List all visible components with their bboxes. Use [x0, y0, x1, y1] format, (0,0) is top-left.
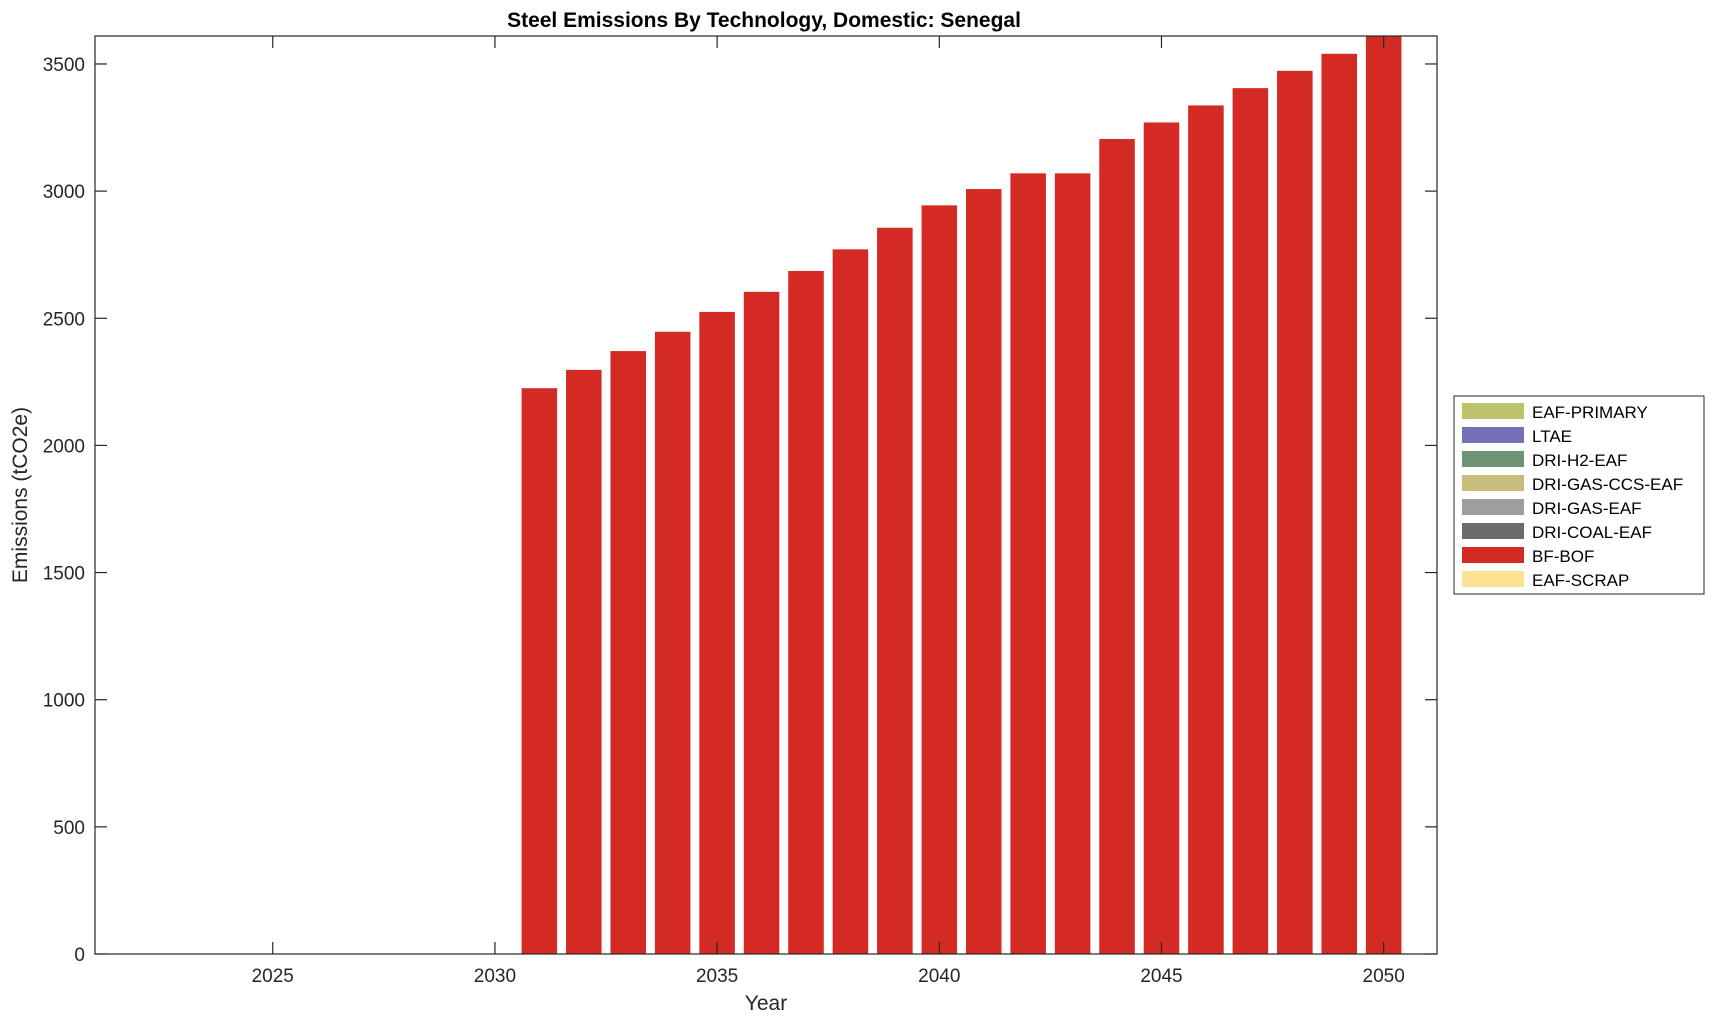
legend-swatch-dri-gas-ccs-eaf [1462, 475, 1524, 491]
legend-label-dri-gas-eaf: DRI-GAS-EAF [1532, 499, 1642, 518]
x-tick-label: 2025 [252, 966, 294, 987]
legend: EAF-PRIMARY LTAE DRI-H2-EAF DRI-GAS-CCS-EAF… [1453, 395, 1705, 595]
x-axis-label: Year [745, 992, 787, 1015]
legend-items: EAF-PRIMARY LTAE DRI-H2-EAF DRI-GAS-CCS-EAF… [1462, 403, 1683, 590]
x-tick-label: 2035 [696, 966, 738, 987]
bar-bf-bof-2036 [743, 291, 780, 954]
legend-label-bf-bof: BF-BOF [1532, 547, 1594, 566]
bar-bf-bof-2045 [1143, 122, 1180, 954]
legend-swatch-eaf-scrap [1462, 571, 1524, 587]
legend-swatch-dri-coal-eaf [1462, 523, 1524, 539]
y-tick-label: 1000 [43, 691, 85, 712]
y-axis-ticks: 0 500 1000 1500 2000 2500 3000 3500 [43, 55, 1437, 966]
bar-bf-bof-2048 [1277, 70, 1313, 955]
legend-swatch-ltae [1462, 427, 1524, 443]
bar-bf-bof-2038 [832, 249, 869, 955]
x-tick-label: 2030 [474, 966, 516, 987]
x-tick-label: 2040 [918, 966, 960, 987]
y-tick-label: 0 [74, 945, 85, 966]
bar-bf-bof-2034 [654, 331, 691, 954]
legend-swatch-eaf-primary [1462, 403, 1524, 419]
x-tick-label: 2050 [1363, 966, 1405, 987]
legend-swatch-dri-h2-eaf [1462, 451, 1524, 467]
y-tick-label: 3500 [43, 55, 85, 76]
legend-label-dri-coal-eaf: DRI-COAL-EAF [1532, 523, 1652, 542]
bar-bf-bof-2035 [699, 311, 735, 954]
bar-bf-bof-2031 [521, 388, 558, 954]
legend-label-eaf-scrap: EAF-SCRAP [1532, 571, 1629, 590]
bar-bf-bof-2042 [1010, 173, 1046, 954]
bar-bf-bof-2047 [1232, 88, 1269, 954]
legend-label-dri-gas-ccs-eaf: DRI-GAS-CCS-EAF [1532, 475, 1683, 494]
bar-bf-bof-2046 [1188, 105, 1224, 955]
bar-bf-bof-2037 [788, 270, 824, 955]
bar-bf-bof-2040 [921, 205, 958, 955]
chart-title: Steel Emissions By Technology, Domestic:… [507, 9, 1021, 32]
x-tick-label: 2045 [1140, 966, 1182, 987]
legend-label-eaf-primary: EAF-PRIMARY [1532, 403, 1648, 422]
bar-bf-bof-2049 [1321, 53, 1358, 955]
legend-swatch-dri-gas-eaf [1462, 499, 1524, 515]
bar-bf-bof-2032 [566, 369, 602, 954]
bar-bf-bof-2033 [610, 351, 647, 954]
y-axis-label: Emissions (tCO2e) [9, 407, 32, 583]
y-tick-label: 2000 [43, 436, 85, 457]
y-tick-label: 500 [53, 818, 85, 839]
bar-bf-bof-2050 [1365, 36, 1402, 954]
y-tick-label: 1500 [43, 564, 85, 585]
y-tick-label: 2500 [43, 309, 85, 330]
bar-bf-bof-2041 [965, 189, 1002, 954]
legend-label-ltae: LTAE [1532, 427, 1572, 446]
bar-bf-bof-2044 [1099, 138, 1135, 955]
y-tick-label: 3000 [43, 182, 85, 203]
bar-bf-bof-2043 [1054, 173, 1091, 954]
legend-label-dri-h2-eaf: DRI-H2-EAF [1532, 451, 1627, 470]
x-axis-ticks: 2025 2030 2035 2040 2045 2050 [252, 36, 1405, 987]
plot-frame [94, 35, 1438, 955]
bars-layer [521, 36, 1402, 955]
bar-bf-bof-2039 [877, 227, 913, 955]
legend-swatch-bf-bof [1462, 547, 1524, 563]
